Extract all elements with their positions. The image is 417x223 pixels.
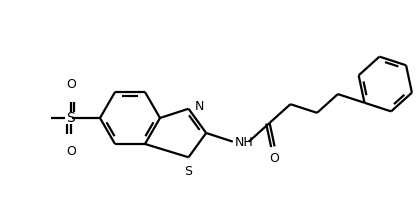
Text: O: O xyxy=(66,78,76,91)
Text: NH: NH xyxy=(235,136,254,149)
Text: O: O xyxy=(66,145,76,158)
Text: O: O xyxy=(270,152,279,165)
Text: S: S xyxy=(185,165,193,178)
Text: N: N xyxy=(195,100,204,113)
Text: S: S xyxy=(67,111,75,125)
